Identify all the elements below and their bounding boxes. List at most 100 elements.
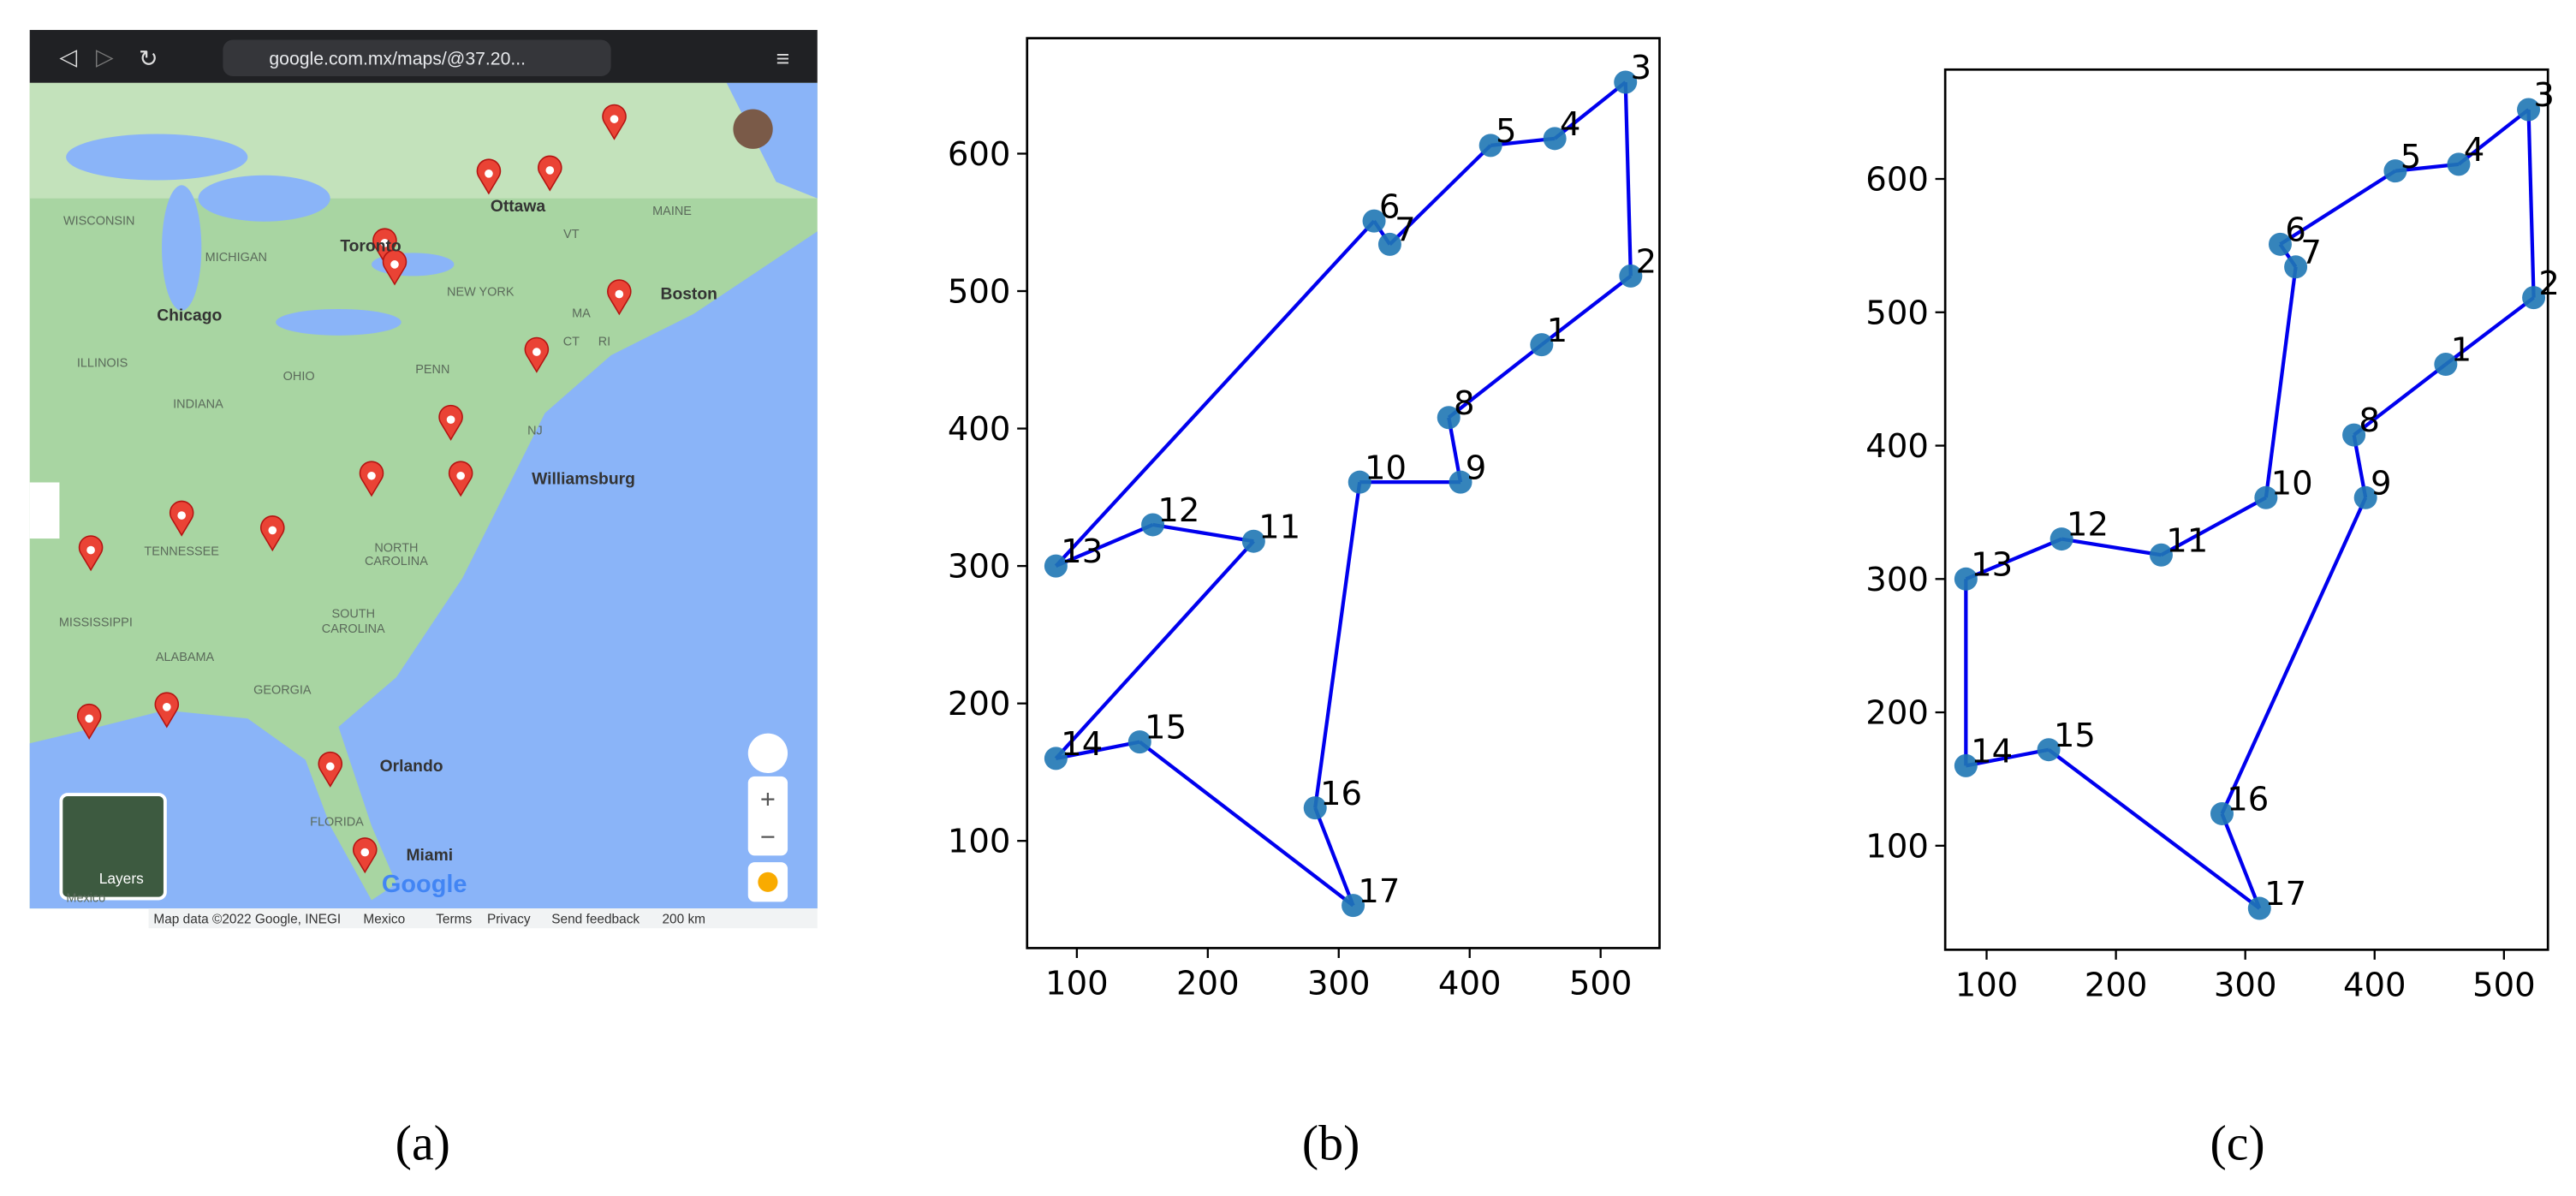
point-label: 13 (1971, 545, 2013, 584)
map-pin-icon (268, 526, 277, 535)
map-label: CAROLINA (365, 555, 428, 568)
point-label: 7 (2300, 234, 2322, 272)
map-label: CT (563, 335, 580, 348)
layers-tile[interactable] (59, 793, 167, 901)
point-label: 3 (1631, 49, 1652, 87)
map-pin-icon (367, 471, 376, 480)
map-label: Orlando (380, 758, 443, 776)
map-label: ALABAMA (156, 651, 215, 664)
avatar[interactable] (733, 109, 773, 149)
map-label: Mexico (66, 891, 105, 905)
map-label: WISCONSIN (63, 215, 135, 229)
point (1342, 894, 1365, 918)
point-label: 17 (2264, 875, 2306, 913)
map-label: INDIANA (173, 398, 223, 412)
map-label: GEORGIA (253, 683, 312, 697)
route-segment (1965, 537, 2062, 581)
point-label: 3 (2533, 76, 2555, 115)
footer-text[interactable]: Privacy (487, 912, 531, 926)
point-label: 8 (2359, 402, 2380, 440)
point (1141, 513, 1165, 537)
layers-label: Layers (99, 870, 144, 887)
point-label: 11 (2166, 521, 2208, 560)
route-segment (1054, 539, 1255, 760)
route-segment (2220, 812, 2262, 909)
point-label: 10 (2271, 464, 2313, 503)
point-label: 2 (2538, 265, 2560, 303)
point-label: 16 (2227, 781, 2269, 819)
point-label: 8 (1454, 384, 1475, 423)
map-label: MAINE (652, 205, 692, 218)
route-segment (2457, 108, 2530, 166)
map-pin-icon (162, 702, 171, 711)
map-pin-icon (325, 762, 335, 771)
url-bar[interactable] (223, 39, 611, 76)
lake-superior (66, 134, 248, 181)
location-button[interactable] (747, 733, 788, 773)
y-tick-label: 300 (1865, 561, 1929, 599)
zoom-controls[interactable] (747, 776, 788, 856)
point (2210, 801, 2234, 825)
point (2247, 896, 2271, 920)
footer-text: Map data ©2022 Google, INEGI (153, 912, 341, 926)
point (2149, 543, 2173, 567)
point-label: 16 (1320, 775, 1362, 813)
y-tick-label: 200 (948, 685, 1011, 723)
map-pin-icon (85, 714, 93, 723)
forward-button[interactable]: ▷ (96, 44, 114, 69)
x-tick-label: 300 (1307, 964, 1371, 1003)
back-button[interactable]: ◁ (59, 44, 77, 69)
point (1614, 70, 1638, 94)
route-segment (1152, 522, 1254, 544)
charts: 100 200 300 400 5001002003004005006001234567… (948, 37, 2560, 1004)
map-pin-icon (615, 289, 624, 299)
panel-caption: (b) (1302, 1115, 1359, 1170)
map-label: VT (563, 228, 580, 241)
reload-button[interactable]: ↻ (139, 45, 158, 71)
point (1241, 529, 1265, 553)
point (2268, 232, 2292, 256)
zoom-out[interactable]: − (760, 822, 776, 852)
route-segment (1055, 740, 1140, 760)
pegman (758, 872, 778, 892)
point (2447, 152, 2471, 176)
footer-text[interactable]: Send feedback (551, 912, 640, 926)
map-label: MA (572, 307, 591, 321)
footer-text[interactable]: Terms (436, 912, 472, 926)
x-tick-label: 200 (2085, 966, 2148, 1004)
point (1530, 333, 1554, 357)
map-label: Williamsburg (532, 470, 635, 488)
point (2353, 485, 2377, 509)
footer-bar (148, 908, 818, 929)
map-label: CAROLINA (322, 622, 385, 636)
map-label: NEW YORK (447, 286, 515, 300)
point (1954, 567, 1978, 591)
point (2383, 159, 2407, 183)
route-segment (1388, 144, 1492, 246)
point (1362, 209, 1386, 233)
point (1449, 470, 1472, 494)
menu-button[interactable]: ≡ (776, 45, 790, 71)
plot-frame (1026, 37, 1661, 949)
map-pin-icon (360, 848, 370, 857)
point (2517, 98, 2541, 122)
point (1954, 753, 1978, 777)
point-label: 5 (1496, 112, 1517, 151)
y-tick-label: 200 (1865, 694, 1929, 733)
point-label: 14 (1971, 733, 2013, 771)
zoom-in[interactable]: + (760, 783, 776, 813)
point (1437, 406, 1461, 430)
y-tick-label: 500 (1865, 294, 1929, 332)
map-pin-icon (545, 166, 555, 175)
chart: 100 200 300 400 5001002003004005006001234567… (1865, 68, 2560, 1004)
point-label: 6 (2285, 211, 2306, 249)
footer-text[interactable]: 200 km (662, 912, 705, 926)
point-label: 1 (2451, 331, 2472, 370)
side-tab[interactable] (29, 482, 60, 539)
point (2522, 286, 2546, 310)
y-tick-label: 300 (948, 548, 1011, 586)
point-label: 2 (1636, 243, 1657, 282)
x-tick-label: 400 (2343, 966, 2406, 1004)
map-pin-icon (86, 545, 95, 555)
point-label: 5 (2400, 138, 2422, 176)
